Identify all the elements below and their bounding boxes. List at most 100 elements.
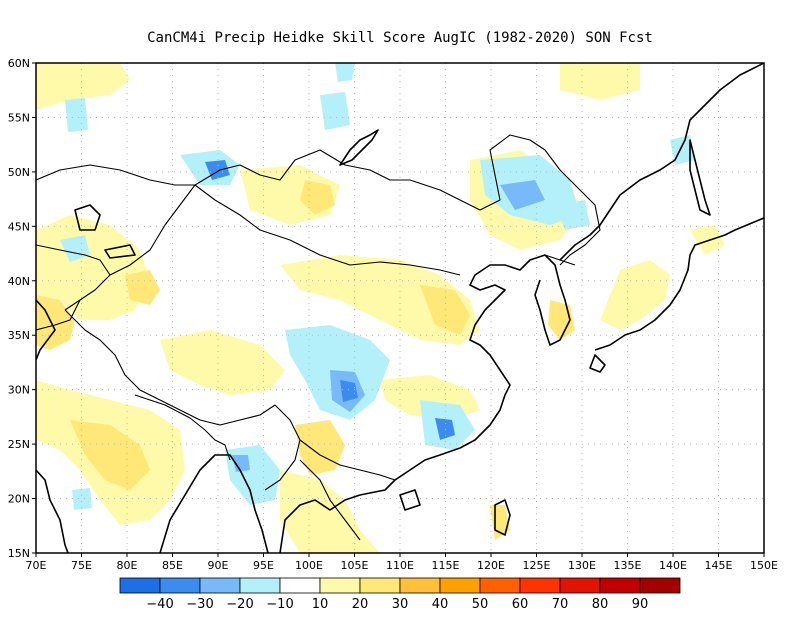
y-tick-label: 20N <box>8 493 30 506</box>
longitude-axis: 70E 75E 80E 85E 90E 95E 100E 105E 110E 115E 120E 12… <box>26 553 778 572</box>
x-tick-label: 140E <box>659 559 687 572</box>
coastline-caspian-aral <box>74 204 101 231</box>
positive-region-mongolia-core <box>300 180 335 215</box>
negative-region-north-kazakh <box>65 98 88 132</box>
colorbar-label: 80 <box>592 597 609 612</box>
colorbar-swatch <box>559 577 601 594</box>
y-tick-label: 50N <box>8 166 30 179</box>
colorbar-label: 40 <box>432 597 449 612</box>
positive-region-korea <box>548 300 575 340</box>
colorbar-label: −20 <box>226 597 253 612</box>
border-myanmar <box>264 404 301 491</box>
y-tick-label: 55N <box>8 111 30 124</box>
border-bangladesh <box>204 429 231 461</box>
colorbar-label: 60 <box>512 597 529 612</box>
colorbar-swatch <box>359 577 401 594</box>
positive-region-taiwan <box>490 505 510 540</box>
border-russia-kazakh <box>36 164 195 186</box>
x-tick-label: 75E <box>71 559 92 572</box>
border-korea <box>544 254 576 266</box>
negative-region-lake-baikal <box>320 92 350 130</box>
skill-score-shading <box>36 63 725 553</box>
positive-region-kashgar <box>125 270 160 305</box>
colorbar-label: −40 <box>146 597 173 612</box>
negative-region-siberia-north <box>335 63 355 82</box>
negative-region-assam <box>232 455 250 472</box>
y-tick-label: 40N <box>8 275 30 288</box>
border-central-asia <box>36 244 111 276</box>
coastline-east-asia <box>36 299 56 361</box>
positive-region-india-core <box>70 420 150 490</box>
negative-region-india-west <box>72 488 92 510</box>
border-china-mongolia <box>194 134 601 266</box>
colorbar-label: 70 <box>552 597 569 612</box>
x-tick-label: 115E <box>432 559 460 572</box>
colorbar: −40 −30 −20 −10 10 20 30 40 50 60 70 80 90 <box>119 577 681 612</box>
y-tick-label: 35N <box>8 329 30 342</box>
x-tick-label: 145E <box>705 559 733 572</box>
positive-region-north-kazakhstan <box>36 63 130 110</box>
positive-region-siberia-east <box>560 63 640 100</box>
border-laos <box>299 459 361 541</box>
x-tick-label: 95E <box>253 559 274 572</box>
border-southeast-asia <box>299 439 396 481</box>
x-tick-label: 110E <box>386 559 414 572</box>
coastline-bay-of-bengal <box>159 454 269 553</box>
coastline-indochina <box>279 254 571 553</box>
colorbar-swatch <box>439 577 481 594</box>
y-tick-label: 15N <box>8 547 30 560</box>
colorbar-swatch <box>239 577 281 594</box>
border-nepal <box>134 394 206 431</box>
x-tick-label: 135E <box>614 559 642 572</box>
coastline-baikal <box>339 129 379 166</box>
coastline-kyushu <box>589 354 606 373</box>
negative-region-myanmar <box>225 445 280 505</box>
colorbar-label: 10 <box>312 597 329 612</box>
x-tick-label: 80E <box>117 559 138 572</box>
x-tick-label: 150E <box>750 559 778 572</box>
colorbar-label: −30 <box>186 597 213 612</box>
colorbar-swatch <box>279 577 321 594</box>
coastline-russia-pacific <box>559 63 764 261</box>
border-china-west <box>194 184 461 276</box>
coastlines-and-borders <box>36 63 764 553</box>
latitude-axis: 15N 20N 25N 30N 35N 40N 45N 50N 55N 60N <box>8 57 36 560</box>
x-tick-label: 100E <box>295 559 323 572</box>
colorbar-label: 20 <box>352 597 369 612</box>
x-tick-label: 85E <box>162 559 183 572</box>
colorbar-swatch <box>599 577 641 594</box>
border-afghanistan <box>36 299 81 331</box>
colorbar-swatch <box>159 577 201 594</box>
positive-region-inner-mongolia <box>280 255 480 345</box>
coastline-taiwan <box>494 499 511 536</box>
border-china-kazakh <box>64 184 196 311</box>
x-tick-label: 105E <box>341 559 369 572</box>
x-tick-label: 90E <box>208 559 229 572</box>
coastline-balkhash <box>104 244 136 259</box>
colorbar-label: 50 <box>472 597 489 612</box>
positive-region-indochina <box>280 470 380 553</box>
negative-region-amur <box>555 200 590 230</box>
positive-region-tibet <box>160 330 285 395</box>
colorbar-swatch <box>199 577 241 594</box>
coastline-india-west <box>36 469 69 553</box>
x-tick-label: 120E <box>477 559 505 572</box>
x-tick-label: 130E <box>568 559 596 572</box>
colorbar-label: 30 <box>392 597 409 612</box>
negative-region-sichuan-core <box>340 380 358 402</box>
colorbar-swatch <box>319 577 361 594</box>
x-tick-label: 70E <box>26 559 47 572</box>
coastline-japan <box>594 217 764 351</box>
figure-title: CanCM4i Precip Heidke Skill Score AugIC … <box>147 30 653 46</box>
colorbar-swatch <box>519 577 561 594</box>
y-tick-label: 30N <box>8 384 30 397</box>
positive-region-yunnan <box>295 420 345 475</box>
y-tick-label: 60N <box>8 57 30 70</box>
border-himalaya <box>64 309 276 426</box>
y-tick-label: 45N <box>8 220 30 233</box>
lat-lon-grid <box>36 63 764 553</box>
positive-region-japan <box>600 260 670 330</box>
colorbar-swatch <box>479 577 521 594</box>
y-tick-label: 25N <box>8 438 30 451</box>
